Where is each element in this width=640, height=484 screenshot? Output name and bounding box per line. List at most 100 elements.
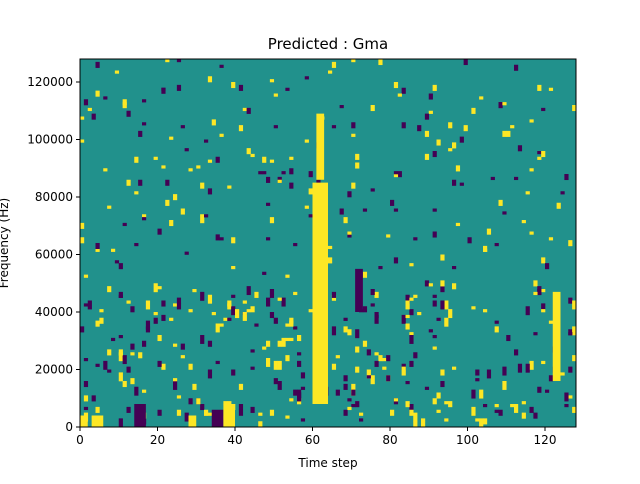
heatmap-cell-low (300, 372, 306, 379)
heatmap-cell-high (242, 312, 247, 321)
heatmap-cell-high (95, 320, 100, 327)
heatmap-cell-low (335, 389, 340, 396)
heatmap-cell-high (359, 412, 364, 416)
chart-title: Predicted : Gma (268, 35, 388, 53)
heatmap-cell-low (176, 303, 182, 310)
heatmap-cell-low (432, 335, 437, 339)
heatmap-cell-low (486, 369, 492, 379)
heatmap-cell-high (498, 199, 503, 206)
heatmap-cell-low (180, 343, 185, 350)
heatmap-cell-high (328, 245, 333, 250)
heatmap-cell-low (428, 93, 433, 100)
heatmap-cell-high (269, 409, 275, 416)
heatmap-cell-high (409, 409, 414, 416)
heatmap-cell-high (529, 360, 534, 370)
heatmap-cell-high (126, 179, 131, 186)
heatmap-cell-high (432, 84, 437, 89)
heatmap-cell-low (517, 145, 523, 152)
heatmap-cell-high (130, 378, 135, 385)
heatmap-cell-low (227, 317, 232, 321)
heatmap-cell-low (134, 386, 139, 396)
heatmap-cell-high (235, 309, 240, 319)
heatmap-cell-high (424, 130, 430, 137)
heatmap-cell-high (355, 366, 360, 373)
heatmap-cell-low (107, 369, 112, 373)
heatmap-block-low (134, 404, 146, 427)
heatmap-cell-low (266, 202, 271, 206)
heatmap-cell-high (118, 372, 123, 382)
x-tick-label: 20 (150, 433, 165, 447)
heatmap-cell-high (118, 355, 123, 362)
heatmap-cell-low (238, 84, 244, 91)
heatmap-cell-high (452, 283, 457, 290)
heatmap-block-high (91, 415, 104, 427)
heatmap-cell-high (227, 300, 232, 307)
heatmap-cell-high (448, 148, 453, 152)
heatmap-cell-high (273, 93, 278, 97)
heatmap-cell-high (169, 136, 174, 140)
heatmap-cell-low (254, 323, 259, 327)
heatmap-cell-high (572, 406, 576, 413)
heatmap-cell-low (432, 208, 437, 212)
heatmap-cell-low (459, 136, 464, 143)
heatmap-cell-low (219, 237, 224, 241)
heatmap-cell-low (502, 211, 507, 215)
heatmap-cell-low (297, 352, 302, 356)
heatmap-cell-high (393, 398, 399, 402)
heatmap-cell-low (250, 366, 255, 370)
heatmap-cell-high (479, 96, 484, 100)
heatmap-cell-low (269, 312, 275, 319)
heatmap-cell-low (161, 314, 166, 321)
heatmap-cell-low (95, 61, 100, 68)
heatmap-cell-high (548, 320, 554, 324)
heatmap-cell-low (83, 303, 89, 307)
heatmap-cell-high (347, 231, 352, 235)
heatmap-cell-high (347, 329, 352, 336)
heatmap-cell-high (196, 398, 201, 405)
heatmap-block-low (211, 409, 224, 427)
heatmap-cell-high (207, 76, 213, 83)
heatmap-cell-low (362, 208, 368, 212)
heatmap-cell-high (188, 309, 193, 313)
heatmap-cell-low (300, 418, 306, 422)
heatmap-cell-low (452, 179, 457, 186)
heatmap-cell-low (207, 340, 213, 347)
heatmap-block-high (552, 291, 561, 381)
heatmap-cell-high (211, 119, 216, 126)
heatmap-cell-high (328, 257, 333, 264)
heatmap-cell-high (246, 148, 251, 155)
heatmap-cell-low (111, 337, 116, 342)
heatmap-cell-low (417, 125, 422, 132)
heatmap-cell-low (413, 237, 418, 241)
heatmap-cell-low (231, 306, 236, 316)
heatmap-cell-high (405, 300, 410, 310)
heatmap-cell-high (432, 398, 437, 405)
heatmap-cell-high (413, 294, 418, 298)
heatmap-cell-low (184, 251, 189, 255)
heatmap-cell-high (521, 401, 526, 405)
x-tick-label: 40 (227, 433, 242, 447)
heatmap-cell-high (494, 326, 499, 333)
heatmap-cell-low (83, 381, 89, 388)
heatmap-cell-high (118, 349, 123, 356)
heatmap-cell-low (80, 326, 85, 333)
heatmap-cell-low (366, 375, 371, 379)
heatmap-cell-high (122, 381, 127, 388)
heatmap-cell-high (572, 355, 576, 362)
heatmap-cell-high (421, 421, 426, 427)
heatmap-cell-high (479, 389, 484, 399)
heatmap-cell-high (448, 309, 453, 319)
heatmap-cell-low (273, 378, 278, 385)
heatmap-cell-high (444, 317, 449, 327)
heatmap-cell-high (362, 340, 368, 347)
heatmap-cell-low (204, 214, 209, 218)
heatmap-cell-low (281, 297, 286, 307)
heatmap-cell-low (564, 174, 569, 181)
heatmap-cell-low (238, 404, 244, 411)
heatmap-cell-high (432, 346, 437, 350)
heatmap-cell-high (483, 309, 488, 313)
heatmap-cell-high (529, 119, 534, 123)
heatmap-cell-high (494, 404, 499, 408)
heatmap-cell-high (145, 300, 151, 310)
